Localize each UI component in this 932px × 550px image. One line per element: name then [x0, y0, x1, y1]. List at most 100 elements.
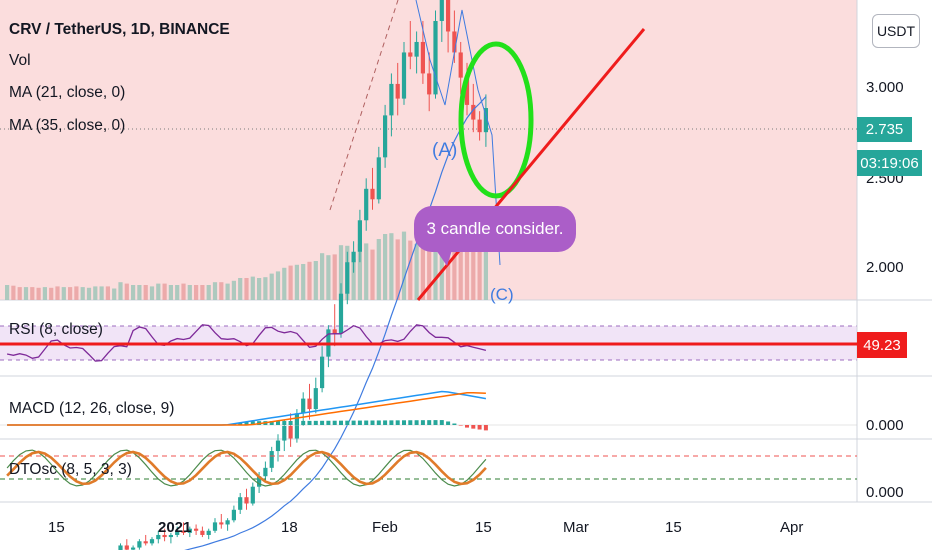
time-label-mar: Mar — [563, 519, 589, 536]
volume-bar — [420, 229, 425, 300]
candle — [194, 528, 199, 531]
candle — [458, 52, 463, 78]
macd-histogram-bar — [364, 420, 369, 425]
candle — [181, 530, 186, 533]
candle — [483, 108, 488, 133]
price-axis-label-2000: 2.000 — [866, 259, 904, 276]
candle — [269, 451, 274, 468]
volume-bar — [301, 264, 306, 300]
candle — [351, 251, 356, 263]
macd-legend[interactable]: MACD (12, 26, close, 9) — [9, 400, 175, 417]
candle — [131, 547, 136, 550]
macd-histogram-bar — [395, 420, 400, 425]
time-label-18: 18 — [281, 519, 298, 536]
volume-bar — [168, 285, 173, 300]
dtosc-legend[interactable]: DTOsc (8, 5, 3, 3) — [9, 461, 132, 478]
macd-histogram-bar — [433, 420, 438, 425]
macd-histogram-bar — [282, 421, 287, 425]
time-label-15b: 15 — [475, 519, 492, 536]
volume-bar — [458, 231, 463, 300]
volume-bar — [408, 240, 413, 300]
volume-bar — [257, 278, 262, 300]
volume-bar — [194, 285, 199, 300]
volume-bar — [11, 285, 16, 300]
candle — [118, 545, 123, 550]
volume-bar — [439, 233, 444, 300]
candle — [200, 530, 205, 535]
ma35-legend[interactable]: MA (35, close, 0) — [9, 117, 126, 134]
candle — [389, 83, 394, 116]
volume-bar — [351, 259, 356, 300]
volume-bar — [282, 267, 287, 300]
volume-bar — [131, 285, 136, 300]
candle — [244, 497, 249, 504]
rsi-legend[interactable]: RSI (8, close) — [9, 321, 103, 338]
candle — [187, 528, 192, 533]
volume-bar — [357, 244, 362, 300]
last-price-tag: 2.735 — [857, 117, 912, 142]
volume-bar — [36, 287, 41, 300]
candle — [212, 522, 218, 531]
macd-histogram-bar — [446, 421, 451, 425]
candle — [294, 413, 299, 439]
countdown-tag: 03:19:06 — [857, 150, 922, 176]
candle — [376, 157, 381, 200]
volume-bar — [332, 254, 337, 300]
macd-histogram-bar — [376, 420, 381, 425]
volume-bar — [61, 287, 66, 300]
macd-histogram-bar — [294, 420, 299, 425]
volume-bar — [17, 287, 22, 300]
macd-histogram-bar — [244, 421, 249, 425]
time-label-15: 15 — [48, 519, 65, 536]
volume-bar — [49, 287, 54, 300]
candle — [137, 541, 142, 548]
volume-bar — [307, 261, 312, 300]
currency-button[interactable]: USDT — [872, 14, 920, 48]
volume-bar — [320, 253, 325, 300]
macd-histogram-bar — [452, 423, 457, 425]
vol-legend[interactable]: Vol — [9, 52, 31, 69]
volume-bar — [225, 283, 230, 300]
volume-bar — [401, 231, 407, 300]
volume-bar — [93, 286, 98, 300]
volume-bar — [68, 287, 73, 300]
candle — [357, 220, 362, 252]
candle — [313, 388, 318, 410]
volume-bar — [471, 232, 476, 300]
candle — [383, 115, 388, 158]
candle — [149, 539, 155, 544]
macd-axis-label: 0.000 — [866, 417, 904, 434]
trendline — [416, 28, 646, 301]
candle — [464, 77, 470, 105]
ma21-legend[interactable]: MA (21, close, 0) — [9, 84, 126, 101]
candle — [364, 188, 369, 221]
candle — [370, 188, 375, 200]
volume-bar — [30, 287, 35, 300]
volume-bar — [112, 288, 117, 300]
macd-histogram — [231, 420, 488, 431]
macd-histogram-bar — [389, 420, 394, 425]
volume-bar — [477, 244, 482, 300]
volume-bar — [427, 231, 432, 300]
time-label-2021: 2021 — [158, 519, 191, 536]
candle — [408, 52, 413, 57]
symbol-title: CRV / TetherUS, 1D, BINANCE — [9, 21, 230, 38]
volume-bar — [370, 249, 375, 300]
volume-bar — [433, 220, 438, 300]
candle — [206, 530, 211, 535]
volume-bar — [156, 283, 161, 300]
candle — [282, 425, 287, 441]
volume-bar — [105, 286, 110, 300]
volume-bar — [288, 265, 293, 300]
macd-histogram-bar — [345, 420, 350, 425]
dtosc-slow-line — [6, 450, 487, 486]
candle — [257, 476, 262, 487]
candle — [320, 356, 325, 389]
volume-bar — [143, 285, 148, 300]
macd-histogram-bar — [301, 420, 306, 425]
volume-bar — [200, 285, 205, 300]
candle — [433, 20, 438, 95]
volume-bar — [23, 287, 29, 300]
macd-histogram-bar — [307, 420, 312, 425]
